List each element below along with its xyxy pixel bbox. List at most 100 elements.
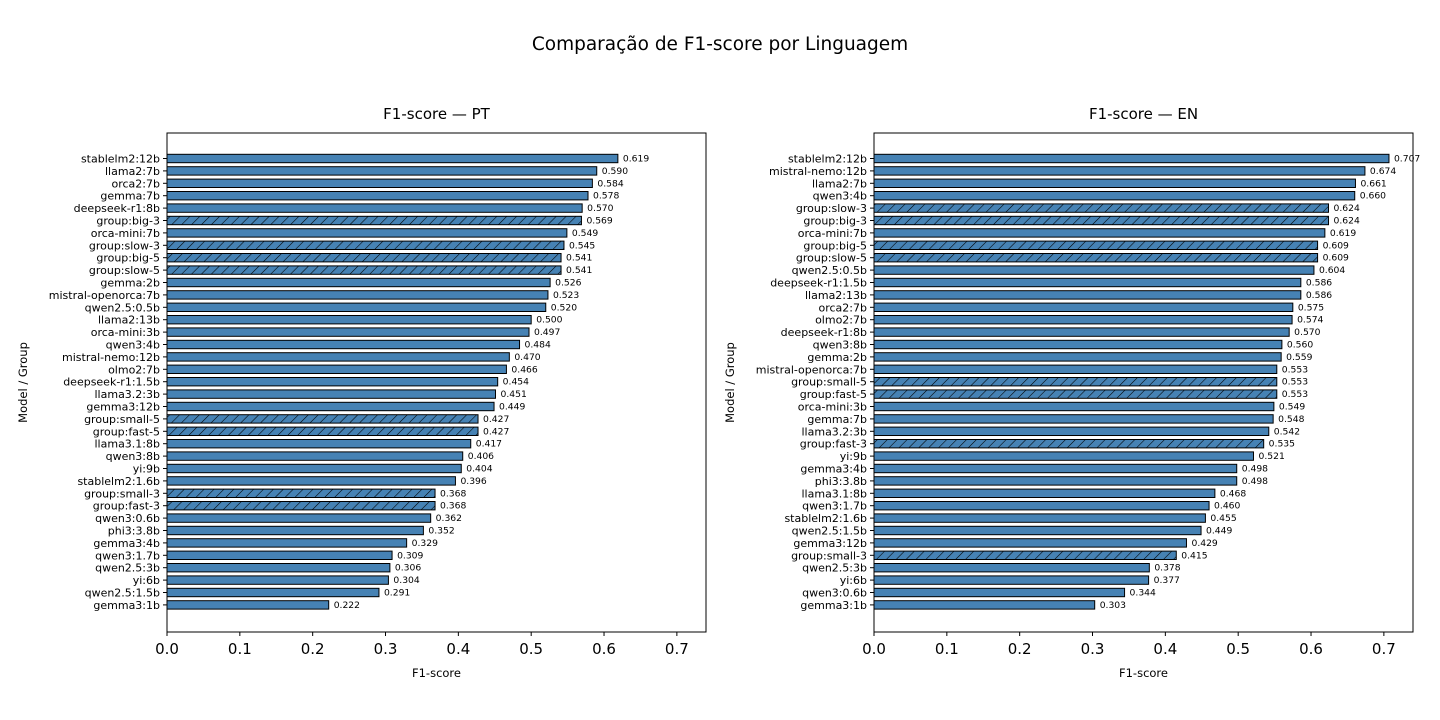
bar — [873, 463, 1238, 474]
bar — [873, 587, 1126, 598]
bar — [873, 513, 1206, 523]
bar — [166, 166, 598, 176]
value-label: 0.553 — [1282, 364, 1308, 375]
value-label: 0.553 — [1282, 377, 1308, 388]
y-tick-label: gemma3:4b — [93, 537, 160, 550]
value-label: 0.454 — [503, 377, 529, 388]
value-label: 0.586 — [1306, 278, 1332, 289]
y-tick-label: stablelm2:12b — [81, 153, 160, 166]
bar — [166, 339, 521, 350]
bar — [873, 364, 1278, 375]
value-label: 0.404 — [466, 464, 492, 475]
value-label: 0.707 — [1394, 154, 1420, 165]
bar-group — [873, 439, 1265, 449]
y-tick-label: gemma3:12b — [86, 401, 160, 414]
y-tick-label: llama2:7b — [812, 177, 867, 190]
x-tick-label: 0.6 — [592, 640, 616, 658]
y-tick-label: orca-mini:7b — [91, 227, 160, 240]
y-tick-label: orca-mini:3b — [91, 326, 160, 339]
value-label: 0.466 — [511, 364, 537, 375]
y-tick-label: gemma3:1b — [93, 599, 160, 612]
value-label: 0.484 — [525, 340, 551, 351]
value-label: 0.604 — [1319, 265, 1345, 276]
bar — [873, 290, 1302, 300]
y-tick-label: phi3:3.8b — [815, 475, 867, 488]
bar — [873, 414, 1274, 424]
y-tick-label: orca2:7b — [819, 301, 868, 314]
x-tick-label: 0.1 — [228, 640, 252, 658]
bar-group — [873, 377, 1278, 387]
x-tick-label: 0.7 — [665, 640, 689, 658]
y-tick-label: llama3.2:3b — [95, 388, 161, 401]
bar-group — [873, 240, 1319, 251]
value-label: 0.329 — [412, 538, 438, 549]
y-tick-label: group:small-3 — [791, 549, 867, 562]
y-tick-label: group:small-3 — [84, 487, 160, 500]
y-tick-label: deepseek-r1:1.5b — [63, 376, 160, 389]
y-tick-label: orca-mini:7b — [798, 227, 867, 240]
x-tick-label: 0.2 — [301, 640, 325, 658]
panel-title: F1-score — EN — [1089, 105, 1198, 123]
bar — [166, 439, 472, 449]
bar — [873, 191, 1356, 201]
bar — [873, 339, 1283, 350]
y-tick-label: llama2:13b — [98, 314, 160, 327]
value-label: 0.624 — [1334, 216, 1360, 227]
value-label: 0.586 — [1306, 290, 1332, 301]
y-tick-label: yi:6b — [840, 574, 867, 587]
bar-group — [873, 550, 1177, 560]
x-tick-label: 0.2 — [1008, 640, 1032, 658]
value-label: 0.417 — [476, 439, 502, 450]
bar — [873, 476, 1238, 486]
value-label: 0.574 — [1297, 315, 1323, 326]
bar — [873, 525, 1202, 536]
value-label: 0.575 — [1298, 302, 1324, 313]
bar-group — [166, 253, 562, 263]
x-tick-label: 0.1 — [935, 640, 959, 658]
y-tick-label: qwen3:8b — [813, 339, 867, 352]
y-tick-label: qwen2.5:1.5b — [792, 525, 867, 538]
y-tick-label: yi:9b — [133, 463, 160, 476]
bar — [166, 302, 547, 313]
value-label: 0.449 — [1206, 526, 1232, 537]
bar — [873, 153, 1390, 164]
y-tick-label: gemma:7b — [100, 190, 160, 203]
y-tick-label: qwen3:4b — [813, 190, 867, 203]
y-tick-label: orca-mini:3b — [798, 401, 867, 414]
value-label: 0.560 — [1287, 340, 1313, 351]
y-tick-label: group:slow-3 — [89, 239, 160, 252]
y-tick-label: qwen3:1.7b — [802, 500, 867, 513]
bar — [166, 153, 619, 164]
y-tick-label: qwen3:1.7b — [95, 549, 160, 562]
y-tick-label: gemma3:4b — [800, 463, 867, 476]
y-tick-label: stablelm2:1.6b — [77, 475, 160, 488]
y-tick-label: qwen2.5:1.5b — [85, 587, 160, 600]
bar — [873, 352, 1282, 362]
bar — [873, 315, 1293, 325]
y-tick-label: llama2:7b — [105, 165, 160, 178]
value-label: 0.549 — [572, 228, 598, 239]
y-tick-label: stablelm2:1.6b — [784, 512, 867, 525]
value-label: 0.660 — [1360, 191, 1386, 202]
y-tick-label: gemma:2b — [100, 277, 160, 290]
y-tick-label: yi:6b — [133, 574, 160, 587]
value-label: 0.427 — [483, 426, 509, 437]
y-tick-label: group:slow-5 — [796, 252, 867, 265]
bar — [873, 401, 1275, 412]
y-tick-label: phi3:3.8b — [108, 525, 160, 538]
value-label: 0.520 — [551, 302, 577, 313]
value-label: 0.303 — [1100, 600, 1126, 611]
chart-panel-2: F1-score — EN 0.707 stablelm2:12b 0.674 mist… — [723, 105, 1420, 680]
y-tick-label: qwen3:4b — [106, 339, 160, 352]
y-tick-label: mistral-nemo:12b — [769, 165, 867, 178]
x-tick-label: 0.4 — [1153, 640, 1177, 658]
value-label: 0.570 — [587, 203, 613, 214]
bar — [873, 600, 1096, 610]
value-label: 0.309 — [397, 550, 423, 561]
bar — [166, 290, 549, 300]
x-tick-label: 0.5 — [1226, 640, 1250, 658]
x-tick-label: 0.7 — [1372, 640, 1396, 658]
y-tick-label: group:slow-5 — [89, 264, 160, 277]
